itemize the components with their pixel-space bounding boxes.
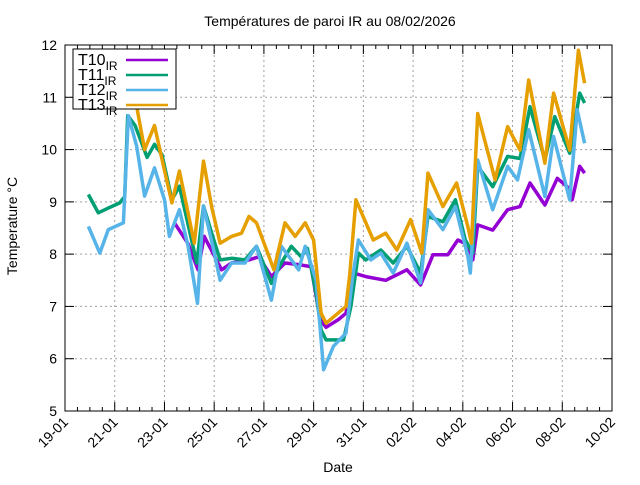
y-tick-label: 10 bbox=[41, 142, 57, 158]
legend-series-name: T10 bbox=[78, 52, 106, 69]
x-tick-label: 06-02 bbox=[482, 414, 519, 451]
series-line-t12 bbox=[86, 108, 587, 372]
y-tick-label: 11 bbox=[42, 89, 57, 105]
legend-series-subscript: IR bbox=[106, 89, 118, 103]
x-tick-label: 19-01 bbox=[34, 414, 71, 451]
legend-label: T10IR bbox=[78, 52, 118, 73]
x-tick-label: 29-01 bbox=[283, 414, 320, 451]
x-tick-label: 27-01 bbox=[233, 414, 270, 451]
legend-label: T11IR bbox=[78, 67, 117, 88]
y-tick-label: 8 bbox=[49, 246, 57, 262]
axes bbox=[64, 44, 613, 412]
legend-label: T13IR bbox=[78, 97, 118, 118]
y-tick-label: 6 bbox=[49, 351, 57, 367]
x-tick-label: 23-01 bbox=[134, 414, 171, 451]
chart-title: Températures de paroi IR au 08/02/2026 bbox=[204, 13, 456, 29]
y-tick-label: 12 bbox=[41, 37, 57, 53]
x-tick-label: 31-01 bbox=[333, 414, 370, 451]
x-tick-label: 10-02 bbox=[581, 414, 618, 451]
legend-series-name: T12 bbox=[78, 82, 106, 99]
legend-label: T12IR bbox=[78, 82, 118, 103]
series-line-t13 bbox=[130, 48, 587, 325]
legend-series-name: T13 bbox=[78, 97, 106, 114]
series-lines bbox=[86, 48, 587, 372]
x-tick-label: 04-02 bbox=[432, 414, 469, 451]
legend-series-subscript: IR bbox=[104, 74, 116, 88]
x-tick-label: 25-01 bbox=[184, 414, 221, 451]
x-tick-label: 08-02 bbox=[532, 414, 569, 451]
y-tick-label: 9 bbox=[49, 194, 57, 210]
y-tick-label: 7 bbox=[49, 298, 57, 314]
y-tick-label: 5 bbox=[49, 403, 57, 419]
x-tick-label: 02-02 bbox=[383, 414, 420, 451]
legend-series-subscript: IR bbox=[106, 104, 118, 118]
legend-series-name: T11 bbox=[78, 67, 104, 84]
series-line-t10 bbox=[172, 164, 587, 330]
x-axis-label: Date bbox=[323, 459, 353, 475]
y-axis-label: Temperature °C bbox=[4, 177, 20, 275]
x-tick-label: 21-01 bbox=[84, 414, 121, 451]
legend-series-subscript: IR bbox=[106, 59, 118, 73]
